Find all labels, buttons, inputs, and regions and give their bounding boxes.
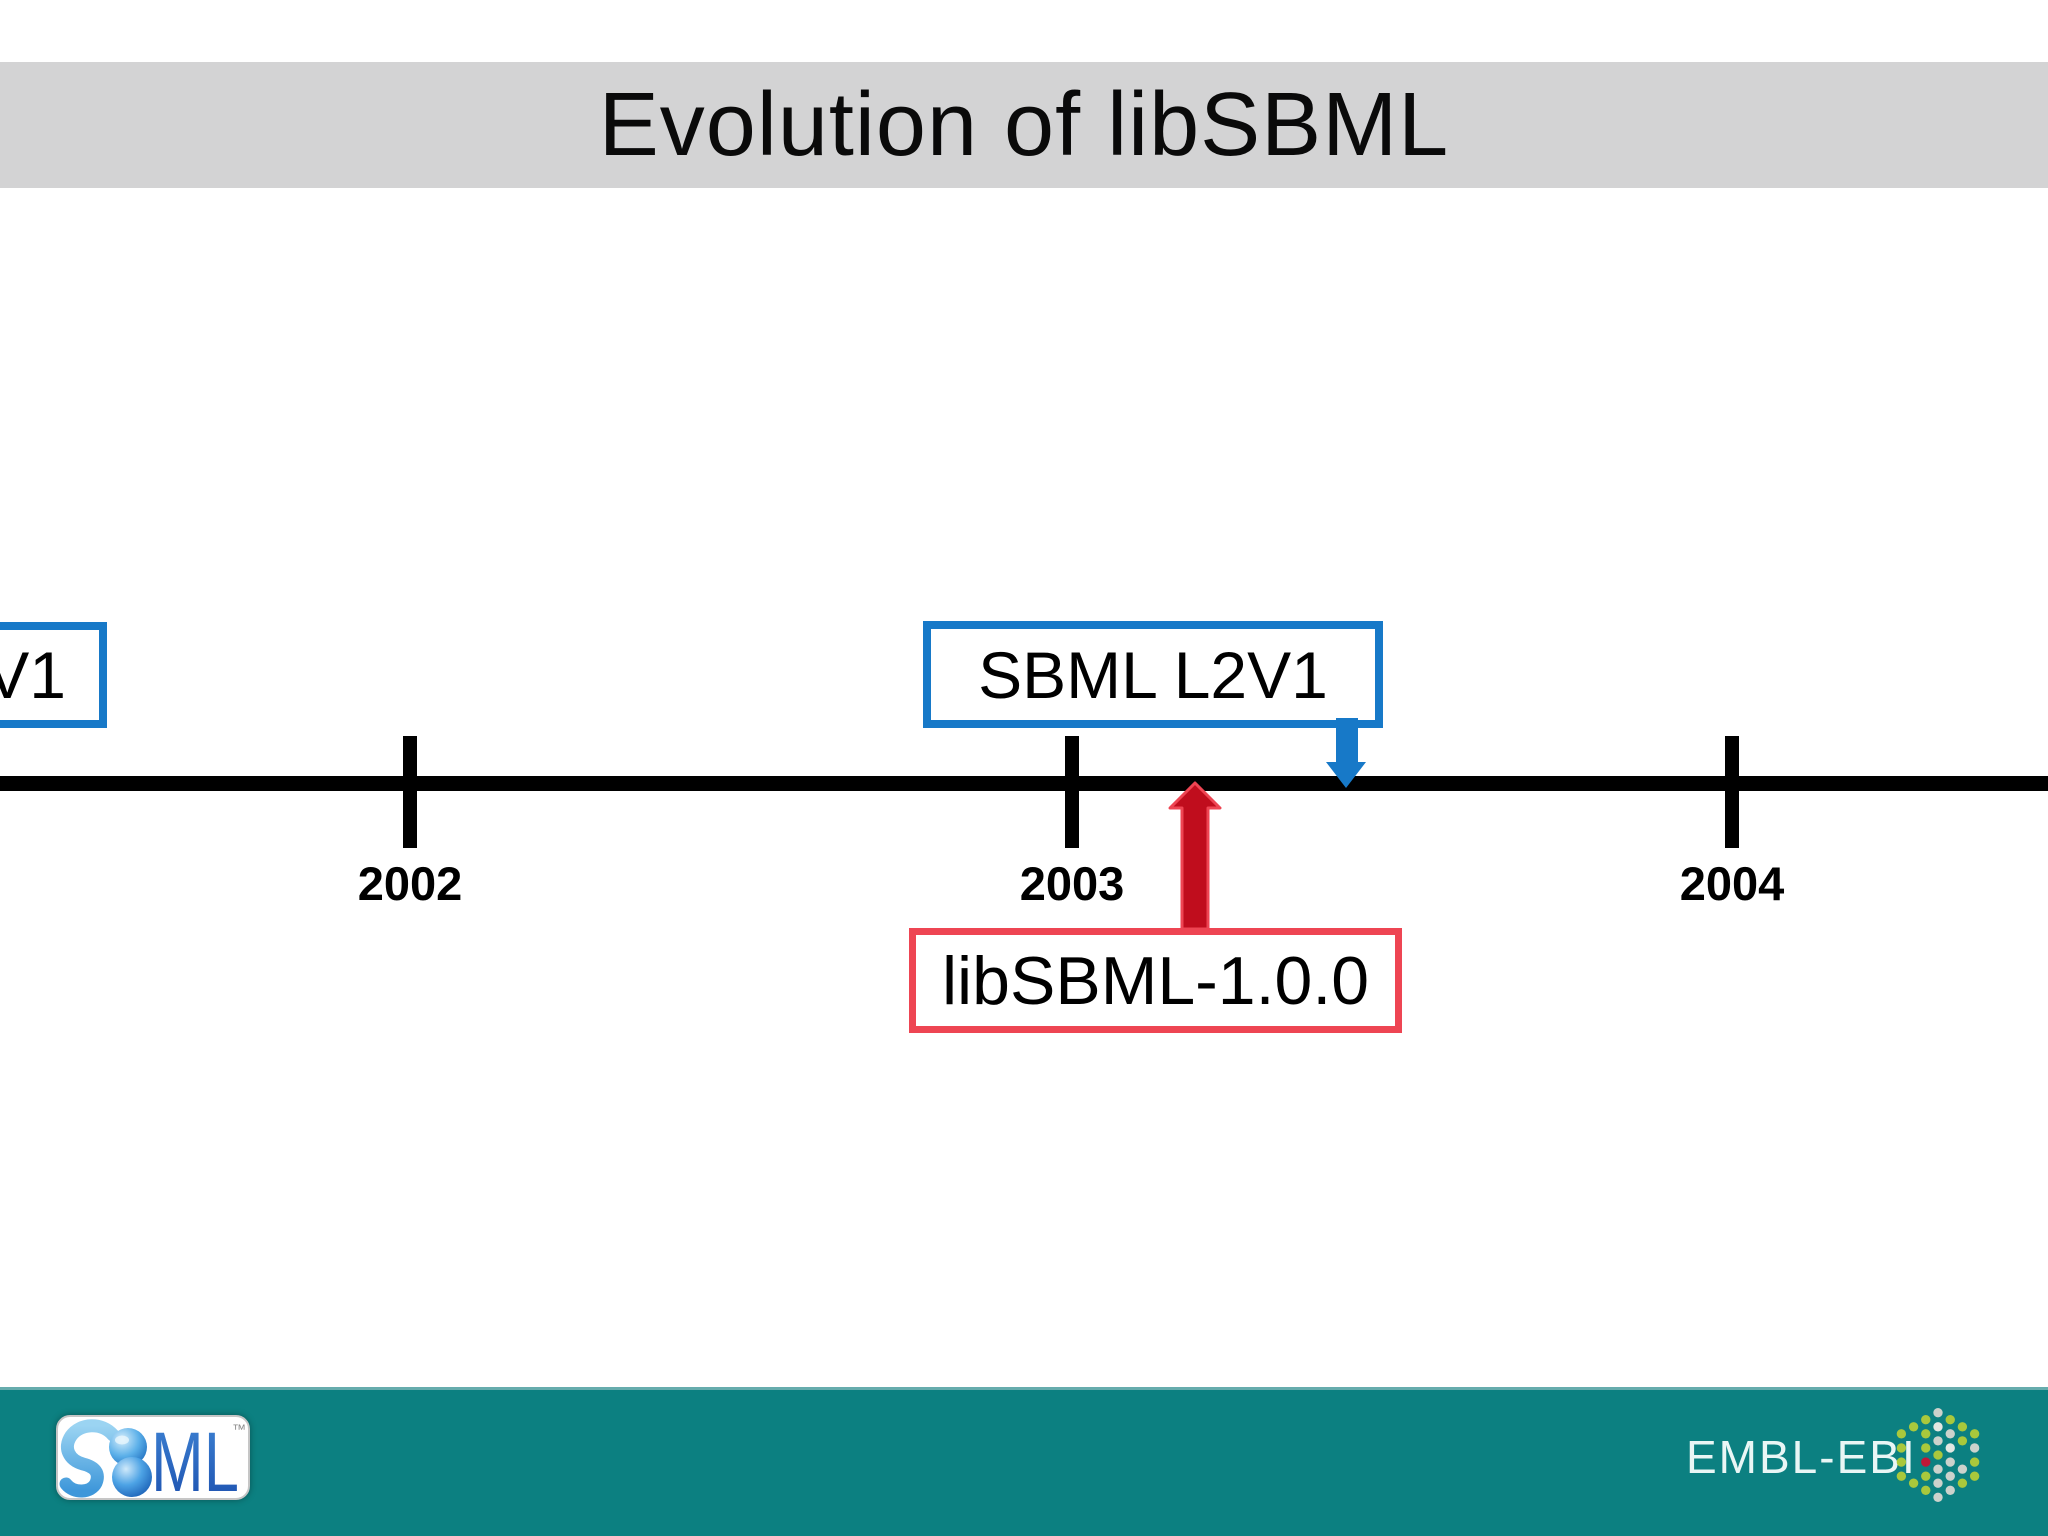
title-banner: Evolution of libSBML bbox=[0, 62, 2048, 188]
hexagon-dots bbox=[1896, 1408, 1980, 1502]
sbml-logo-sphere-bottom bbox=[112, 1457, 152, 1497]
event-box-partial-v1: V1 bbox=[0, 622, 107, 728]
embl-ebi-hexagon-icon bbox=[1896, 1408, 1980, 1502]
year-label-2004: 2004 bbox=[1679, 857, 1785, 910]
year-label-2002: 2002 bbox=[357, 857, 463, 910]
event-label-partial-v1: V1 bbox=[0, 638, 66, 712]
sphere-highlight bbox=[115, 1435, 129, 1445]
event-label-libsbml-100: libSBML-1.0.0 bbox=[941, 942, 1370, 1019]
event-box-sbml-l2v1: SBML L2V1 bbox=[923, 621, 1383, 728]
sbml-logo: ML ™ bbox=[56, 1415, 250, 1500]
event-box-libsbml-100: libSBML-1.0.0 bbox=[909, 928, 1402, 1033]
red-up-arrow-icon bbox=[1168, 781, 1222, 931]
year-label-2003: 2003 bbox=[1019, 857, 1125, 910]
sbml-logo-ml-text: ML bbox=[151, 1417, 239, 1498]
embl-ebi-label: EMBL-EBI bbox=[1686, 1431, 1917, 1483]
footer-bar bbox=[0, 1387, 2048, 1536]
event-label-sbml-l2v1: SBML L2V1 bbox=[978, 637, 1328, 712]
timeline-tick-2002 bbox=[403, 736, 417, 848]
sbml-logo-icon: ML ™ bbox=[59, 1417, 246, 1498]
timeline-tick-2004 bbox=[1725, 736, 1739, 848]
timeline-tick-2003 bbox=[1065, 736, 1079, 848]
sbml-logo-trademark: ™ bbox=[232, 1421, 246, 1437]
blue-down-arrow-icon bbox=[1326, 718, 1366, 788]
sbml-logo-s-shape bbox=[59, 1419, 120, 1498]
timeline-axis bbox=[0, 776, 2048, 791]
slide-title: Evolution of libSBML bbox=[598, 74, 1450, 175]
